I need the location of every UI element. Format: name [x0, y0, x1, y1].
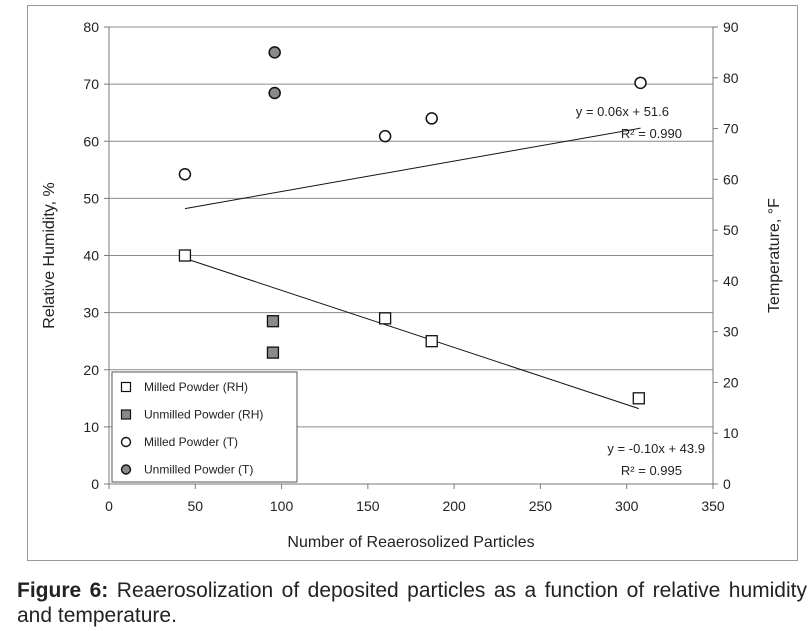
- y-tick-label-left: 50: [83, 190, 99, 206]
- trendline-equation: y = -0.10x + 43.9: [607, 441, 705, 456]
- y-tick-label-right: 60: [723, 171, 739, 187]
- scatter-chart: 0 10 20 30 40 50 60 70 80 0 10 20 30 40 50 60 70 80 90 0 50 1…: [41, 19, 783, 551]
- data-point: [266, 346, 280, 359]
- y-tick-label-left: 80: [83, 19, 99, 35]
- y-tick-label-left: 10: [83, 419, 99, 435]
- y-tick-label-right: 50: [723, 222, 739, 238]
- trendline-r2: R² = 0.995: [621, 463, 682, 478]
- data-point: [425, 112, 438, 125]
- legend-marker: [120, 464, 132, 475]
- y-tick-label-left: 40: [83, 248, 99, 264]
- trendline-r2: R² = 0.990: [621, 126, 682, 141]
- y-tick-label-right: 10: [723, 425, 739, 441]
- data-point: [378, 312, 392, 325]
- y-tick-label-left: 60: [83, 133, 99, 149]
- x-tick-label: 300: [615, 498, 639, 514]
- figure-caption: Figure 6: Reaerosolization of deposited …: [17, 578, 807, 628]
- chart-frame: 0 10 20 30 40 50 60 70 80 0 10 20 30 40 50 60 70 80 90 0 50 1…: [27, 5, 798, 561]
- y-tick-label-right: 30: [723, 324, 739, 340]
- legend-label: Unmilled Powder (RH): [144, 408, 263, 422]
- y-tick-label-right: 90: [723, 19, 739, 35]
- data-point: [425, 335, 438, 348]
- x-tick-label: 200: [442, 498, 466, 514]
- y-tick-label-left: 30: [83, 305, 99, 321]
- data-point: [632, 392, 645, 405]
- trendline: [184, 257, 639, 410]
- y-tick-label-right: 40: [723, 273, 739, 289]
- y-tick-label-right: 70: [723, 121, 739, 137]
- trendline: [184, 127, 641, 210]
- y-tick-label-left: 0: [91, 476, 99, 492]
- legend-label: Milled Powder (T): [144, 435, 238, 449]
- legend-label: Unmilled Powder (T): [144, 463, 253, 477]
- legend-label: Milled Powder (RH): [144, 380, 248, 394]
- x-axis-title: Number of Reaerosolized Particles: [287, 534, 534, 551]
- data-point: [178, 168, 192, 181]
- legend-marker: [120, 381, 132, 393]
- x-tick-label: 350: [701, 498, 725, 514]
- data-point: [178, 249, 192, 262]
- legend-marker: [120, 409, 132, 420]
- data-point: [268, 86, 281, 100]
- legend-box: [111, 371, 298, 483]
- legend-marker: [120, 436, 132, 448]
- trendline-equation: y = 0.06x + 51.6: [576, 104, 669, 119]
- y-tick-label-right: 80: [723, 70, 739, 86]
- x-tick-label: 250: [529, 498, 553, 514]
- y-tick-label-left: 70: [83, 76, 99, 92]
- y-axis-title-right: Temperature, °F: [766, 198, 783, 313]
- x-tick-label: 0: [105, 498, 113, 514]
- data-point: [268, 46, 281, 59]
- data-point: [634, 76, 647, 90]
- x-tick-label: 150: [356, 498, 380, 514]
- y-tick-label-right: 20: [723, 374, 739, 390]
- x-tick-label: 50: [187, 498, 203, 514]
- y-tick-label-left: 20: [83, 362, 99, 378]
- caption-label: Figure 6:: [17, 579, 109, 602]
- data-point: [378, 129, 392, 143]
- data-point: [266, 315, 280, 328]
- y-axis-title-left: Relative Humidity, %: [41, 182, 58, 328]
- caption-text: Reaerosolization of deposited particles …: [17, 579, 807, 627]
- x-tick-label: 100: [270, 498, 294, 514]
- y-tick-label-right: 0: [723, 476, 731, 492]
